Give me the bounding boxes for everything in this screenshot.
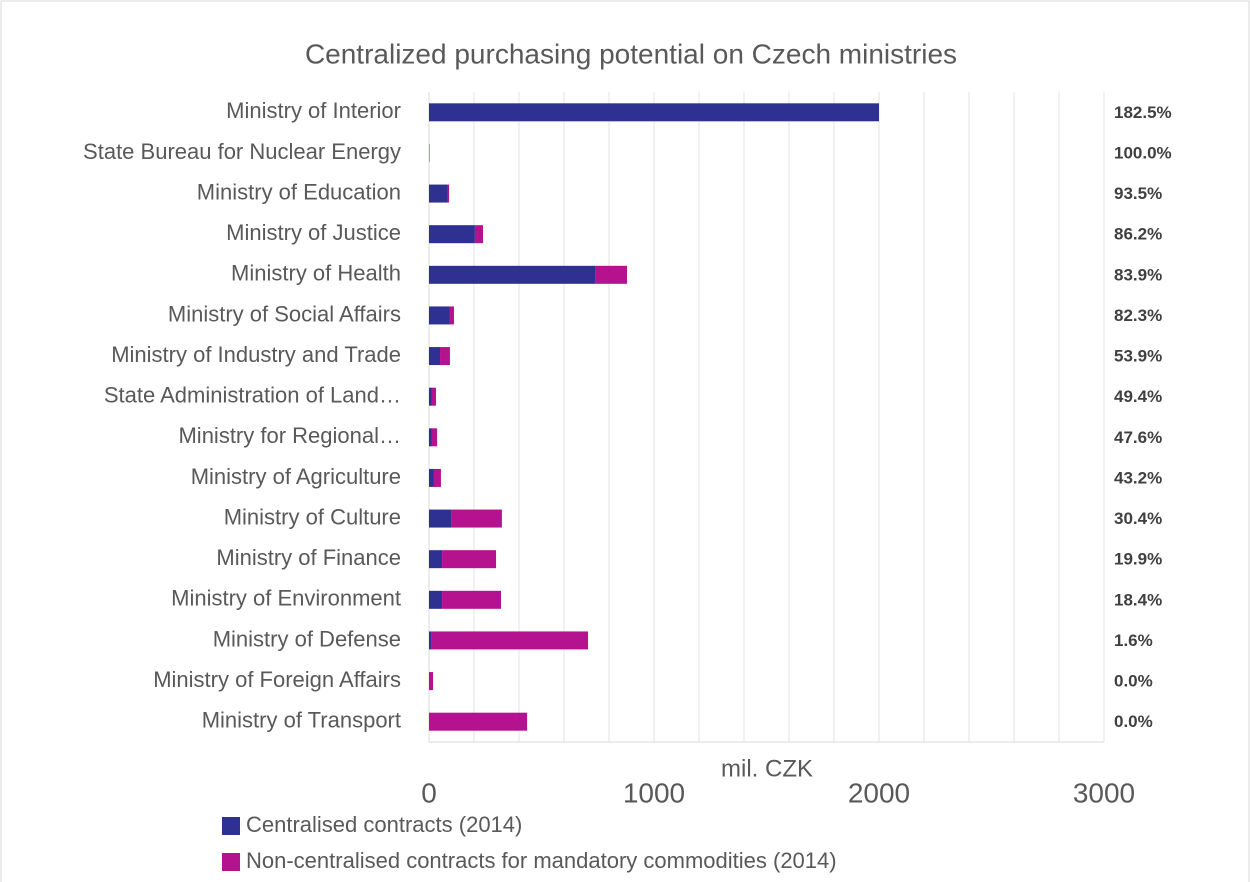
y-tick-label: Ministry for Regional… — [178, 423, 401, 448]
bar — [451, 509, 502, 528]
x-tick-label: 1000 — [623, 777, 685, 808]
annotation: 19.9% — [1114, 550, 1162, 569]
y-tick-label: Ministry of Culture — [224, 504, 401, 529]
bar — [429, 225, 475, 244]
annotation: 1.6% — [1114, 631, 1153, 650]
bar — [431, 631, 589, 650]
annotation: 49.4% — [1114, 387, 1162, 406]
y-tick-label: Ministry of Education — [197, 179, 401, 204]
annotation: 182.5% — [1114, 103, 1172, 122]
annotation: 86.2% — [1114, 225, 1162, 244]
y-tick-label: State Administration of Land… — [104, 383, 401, 408]
legend-swatch — [222, 853, 240, 871]
annotation: 53.9% — [1114, 347, 1162, 366]
bar — [429, 428, 432, 447]
annotation: 0.0% — [1114, 712, 1153, 731]
bar — [431, 428, 438, 447]
bar — [442, 590, 501, 609]
annotation: 30.4% — [1114, 509, 1162, 528]
y-tick-label: Ministry of Environment — [171, 586, 401, 611]
bar — [429, 672, 434, 691]
bar — [429, 712, 528, 731]
bar — [429, 306, 450, 325]
bar — [429, 265, 596, 284]
y-tick-label: Ministry of Interior — [226, 98, 401, 123]
bar — [595, 265, 627, 284]
annotation: 18.4% — [1114, 590, 1162, 609]
legend-label: Centralised contracts (2014) — [246, 812, 522, 837]
y-tick-label: Ministry of Justice — [226, 220, 401, 245]
bar — [429, 550, 443, 569]
bar — [429, 387, 432, 406]
y-tick-label: Ministry of Social Affairs — [168, 301, 401, 326]
annotation: 43.2% — [1114, 468, 1162, 487]
x-tick-label: 2000 — [848, 777, 910, 808]
legend-swatch — [222, 817, 240, 835]
x-axis-label: mil. CZK — [721, 755, 813, 782]
annotation: 0.0% — [1114, 672, 1153, 691]
annotation: 93.5% — [1114, 184, 1162, 203]
bar — [429, 590, 443, 609]
annotation: 83.9% — [1114, 265, 1162, 284]
annotation: 47.6% — [1114, 428, 1162, 447]
bar — [429, 468, 434, 487]
bar — [440, 347, 450, 366]
bar — [429, 184, 448, 203]
y-tick-label: Ministry of Health — [231, 261, 401, 286]
bar — [442, 550, 497, 569]
bar — [429, 103, 879, 122]
bar — [433, 468, 441, 487]
legend-label: Non-centralised contracts for mandatory … — [246, 848, 837, 873]
bar — [431, 387, 436, 406]
bar — [447, 184, 450, 203]
y-tick-label: Ministry of Foreign Affairs — [153, 667, 401, 692]
annotation: 82.3% — [1114, 306, 1162, 325]
y-tick-label: Ministry of Industry and Trade — [111, 342, 401, 367]
y-tick-label: Ministry of Agriculture — [191, 464, 401, 489]
bar — [429, 509, 452, 528]
bar — [474, 225, 483, 244]
bar — [429, 631, 432, 650]
chart-title: Centralized purchasing potential on Czec… — [305, 38, 957, 69]
y-tick-label: Ministry of Transport — [202, 708, 401, 733]
bar — [449, 306, 454, 325]
x-tick-label: 3000 — [1073, 777, 1135, 808]
y-tick-label: Ministry of Finance — [216, 545, 401, 570]
y-tick-label: Ministry of Defense — [213, 626, 401, 651]
x-tick-label: 0 — [421, 777, 437, 808]
annotation: 100.0% — [1114, 143, 1172, 162]
y-tick-label: State Bureau for Nuclear Energy — [83, 139, 401, 164]
bar — [429, 347, 441, 366]
